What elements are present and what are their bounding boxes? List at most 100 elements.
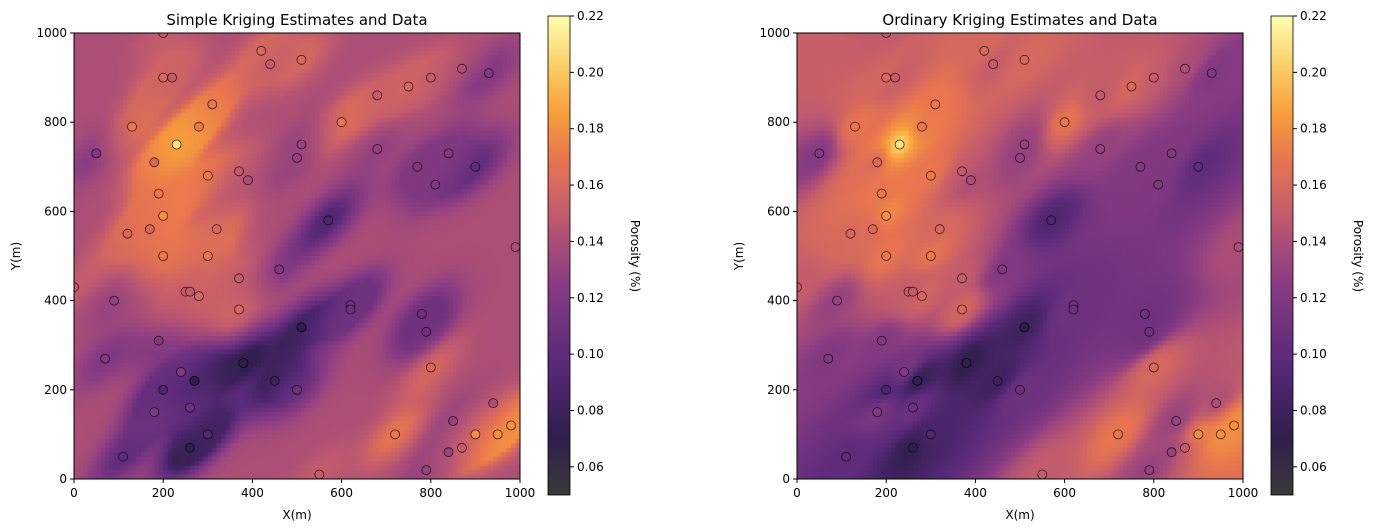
heatmap-cell: [319, 184, 325, 190]
heatmap-cell: [239, 50, 245, 56]
heatmap-cell: [279, 46, 285, 52]
heatmap-cell: [381, 131, 387, 137]
heatmap-cell: [506, 144, 512, 150]
heatmap-cell: [328, 41, 334, 47]
heatmap-cell: [247, 33, 253, 39]
heatmap-cell: [189, 59, 196, 65]
heatmap-cell: [412, 175, 419, 181]
heatmap-cell: [377, 46, 383, 52]
heatmap-cell: [194, 215, 200, 221]
heatmap-cell: [359, 86, 365, 92]
heatmap-cell: [421, 33, 427, 39]
heatmap-cell: [100, 64, 106, 70]
heatmap-cell: [323, 90, 329, 97]
heatmap-cell: [230, 211, 236, 217]
heatmap-cell: [212, 233, 218, 239]
heatmap-cell: [350, 184, 356, 190]
heatmap-cell: [319, 153, 325, 159]
heatmap-cell: [386, 50, 392, 56]
heatmap-cell: [511, 55, 517, 61]
heatmap-cell: [194, 198, 200, 204]
heatmap-cell: [96, 206, 102, 212]
heatmap-cell: [265, 113, 271, 119]
heatmap-cell: [462, 140, 468, 146]
heatmap-cell: [96, 68, 102, 74]
heatmap-cell: [417, 99, 423, 105]
heatmap-cell: [457, 189, 463, 195]
heatmap-cell: [96, 251, 102, 257]
heatmap-cell: [256, 104, 262, 110]
heatmap-cell: [230, 233, 236, 239]
heatmap-cell: [109, 144, 115, 150]
heatmap-cell: [341, 126, 347, 132]
heatmap-cell: [497, 104, 503, 110]
heatmap-cell: [457, 211, 463, 217]
heatmap-cell: [105, 50, 111, 56]
heatmap-cell: [497, 126, 503, 132]
heatmap-cell: [497, 135, 503, 141]
heatmap-cell: [96, 184, 102, 190]
heatmap-cell: [96, 166, 102, 172]
heatmap-cell: [270, 206, 276, 212]
heatmap-cell: [408, 55, 414, 61]
heatmap-cell: [457, 99, 463, 105]
heatmap-cell: [87, 90, 93, 97]
heatmap-cell: [109, 117, 115, 123]
heatmap-cell: [457, 220, 463, 226]
heatmap-cell: [470, 108, 476, 114]
heatmap-cell: [412, 113, 419, 119]
heatmap-cell: [457, 206, 463, 212]
heatmap-cell: [368, 135, 374, 141]
heatmap-cell: [488, 175, 494, 181]
heatmap-cell: [377, 64, 383, 70]
heatmap-cell: [435, 122, 441, 128]
heatmap-cell: [444, 180, 450, 186]
heatmap-cell: [453, 206, 459, 212]
heatmap-cell: [279, 224, 285, 230]
heatmap-cell: [181, 41, 187, 47]
heatmap-cell: [247, 50, 253, 56]
panel-simple-kriging: Simple Kriging Estimates and Data 0 200 40…: [9, 9, 642, 522]
heatmap-cell: [114, 41, 120, 47]
heatmap-cell: [497, 215, 503, 221]
heatmap-cell: [212, 175, 218, 181]
heatmap-cell: [319, 171, 325, 177]
heatmap-cell: [426, 126, 432, 132]
heatmap-cell: [470, 135, 476, 141]
heatmap-cell: [105, 37, 111, 43]
heatmap-cell: [149, 33, 155, 39]
heatmap-cell: [167, 108, 173, 114]
heatmap-cell: [145, 68, 151, 74]
heatmap-cell: [136, 122, 142, 128]
heatmap-cell: [399, 184, 405, 190]
heatmap-cell: [185, 122, 191, 128]
heatmap-cell: [221, 59, 227, 65]
heatmap-cell: [430, 140, 436, 146]
heatmap-cell: [145, 242, 151, 248]
heatmap-cell: [114, 189, 120, 195]
heatmap-cell: [234, 59, 240, 65]
heatmap-cell: [194, 184, 200, 190]
heatmap-cell: [363, 202, 369, 208]
heatmap-cell: [386, 242, 392, 248]
heatmap-cell: [163, 153, 169, 159]
heatmap-cell: [448, 73, 454, 79]
heatmap-cell: [247, 202, 253, 208]
heatmap-cell: [288, 113, 294, 119]
heatmap-cell: [212, 46, 218, 52]
heatmap-cell: [399, 108, 405, 114]
heatmap-cell: [87, 180, 93, 186]
heatmap-cell: [96, 64, 102, 70]
heatmap-cell: [123, 215, 129, 221]
heatmap-cell: [136, 215, 142, 221]
heatmap-cell: [158, 233, 164, 239]
heatmap-cell: [163, 247, 169, 253]
heatmap-cell: [457, 144, 463, 150]
heatmap-cell: [372, 171, 378, 177]
heatmap-cell: [346, 153, 352, 159]
heatmap-cell: [114, 77, 120, 83]
heatmap-cell: [252, 90, 258, 97]
heatmap-cell: [328, 64, 334, 70]
heatmap-cell: [511, 33, 517, 39]
heatmap-cell: [172, 198, 178, 204]
